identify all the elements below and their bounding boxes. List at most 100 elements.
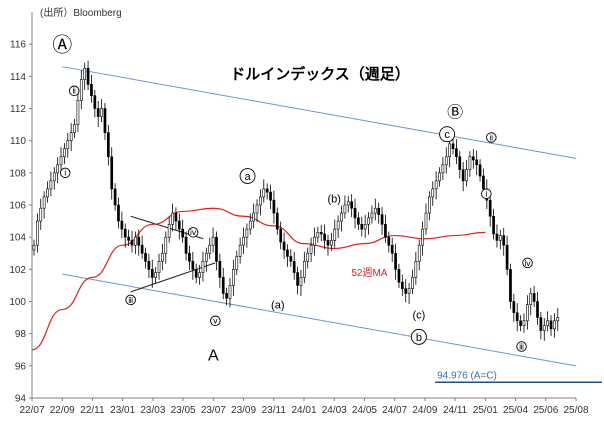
candle <box>191 251 195 280</box>
candle <box>302 251 306 284</box>
wave-label: ⅴ <box>210 315 221 327</box>
y-tick-label: 116 <box>10 40 26 51</box>
candle-body <box>330 240 333 246</box>
candle-body <box>377 207 381 215</box>
candle <box>73 118 76 139</box>
candle-body <box>529 293 533 306</box>
wave-label: a <box>239 168 256 185</box>
wave-label-circle <box>439 126 456 143</box>
candle <box>181 219 185 243</box>
candle-body <box>63 148 66 158</box>
candle <box>411 269 414 295</box>
candle <box>106 125 110 166</box>
wave-label: ⅱ <box>68 85 80 97</box>
candle-body <box>353 207 357 219</box>
x-tick-label: 24/11 <box>443 405 468 416</box>
candle <box>549 315 553 337</box>
candle <box>400 274 404 296</box>
candle-body <box>73 124 76 133</box>
candle-body <box>188 252 191 262</box>
wave-label: c <box>439 126 456 143</box>
x-tick-label: 25/01 <box>473 405 498 416</box>
candle <box>357 212 360 230</box>
candle <box>553 313 556 338</box>
wave-label-text: ⅴ <box>213 317 218 326</box>
x-tick-label: 23/09 <box>231 405 256 416</box>
candle <box>164 231 168 264</box>
candle <box>184 231 188 261</box>
candle <box>83 62 87 91</box>
candle-body <box>32 244 36 251</box>
candle-body <box>343 204 347 214</box>
candle <box>309 237 313 263</box>
candle <box>171 203 174 232</box>
wave-label-circle <box>125 294 136 306</box>
wave-label: ⅲ <box>125 294 136 306</box>
chart-title: ドルインデックス（週足） <box>230 65 410 83</box>
x-tick-label: 23/01 <box>110 405 135 416</box>
candle <box>56 157 60 184</box>
candle-body <box>367 217 370 225</box>
candle-body <box>357 217 360 225</box>
candle-body <box>482 175 485 190</box>
candle <box>100 99 103 123</box>
wave-label: ⅲ <box>516 341 527 352</box>
candle <box>492 208 495 240</box>
candle <box>319 224 323 242</box>
candle <box>245 223 249 248</box>
candle-body <box>536 301 539 318</box>
candle <box>468 151 472 177</box>
candle <box>353 198 357 229</box>
candle-body <box>526 304 529 322</box>
candle-body <box>458 156 462 170</box>
candle-body <box>103 108 107 133</box>
candle-body <box>414 260 418 278</box>
candle <box>350 194 353 218</box>
candle-body <box>346 201 350 206</box>
candle <box>546 311 549 332</box>
wave-label-text: Ⓐ <box>52 33 72 56</box>
candle <box>512 293 516 322</box>
candle <box>150 259 154 288</box>
candle-body <box>492 215 495 235</box>
wave-label-text: (b) <box>327 194 340 206</box>
x-tick-label: 25/04 <box>503 405 528 416</box>
candle-body <box>134 236 137 246</box>
candle <box>123 223 127 248</box>
candle-body <box>215 236 218 262</box>
candle-body <box>184 236 188 254</box>
candle <box>59 147 63 171</box>
candle <box>397 263 401 288</box>
candle-body <box>147 260 151 270</box>
candle-body <box>444 156 448 166</box>
candle <box>323 224 326 250</box>
candle-body <box>100 108 103 117</box>
candle-body <box>39 207 43 222</box>
candle <box>113 183 117 211</box>
candle <box>127 229 130 247</box>
candle-body <box>397 269 401 283</box>
wave-label-circle <box>187 227 199 238</box>
candle-body <box>83 67 87 80</box>
candle-body <box>553 320 556 330</box>
candle-body <box>512 301 516 314</box>
candle <box>434 171 438 200</box>
candle-body <box>265 188 269 193</box>
y-tick-label: 96 <box>15 361 27 372</box>
candle <box>556 308 560 332</box>
candle-body <box>532 293 536 302</box>
candle-body <box>69 132 73 141</box>
candle <box>90 74 93 103</box>
candle-body <box>431 188 435 198</box>
candle-body <box>113 188 117 206</box>
y-tick-label: 102 <box>9 265 26 276</box>
candle <box>417 239 421 271</box>
channel-upper-line <box>62 66 577 159</box>
candle <box>448 138 451 168</box>
candle <box>157 253 161 280</box>
candle-body <box>289 256 293 262</box>
wave-label: Ⓐ <box>52 33 72 56</box>
candle-body <box>117 204 120 222</box>
candle <box>299 269 303 296</box>
candle <box>286 244 289 267</box>
